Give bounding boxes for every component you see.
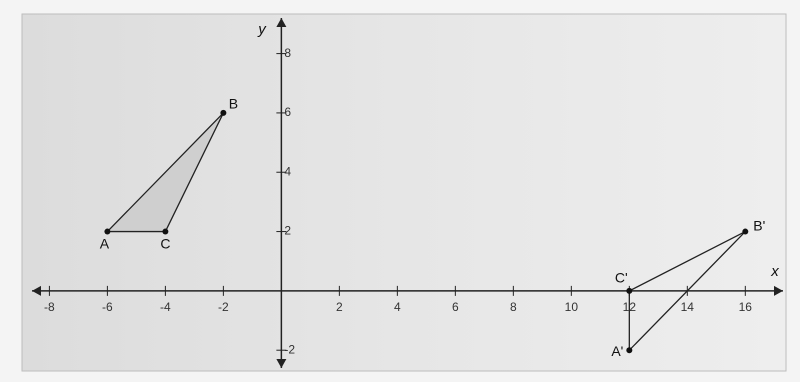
vertex [104, 228, 111, 235]
vertex [626, 287, 633, 294]
vertex-label: C' [615, 270, 628, 286]
vertex-label: C [160, 235, 170, 251]
vertex-label: A' [611, 343, 623, 359]
x-tick-label: 6 [452, 300, 459, 314]
x-tick-label: 16 [739, 300, 753, 314]
y-tick-label: 4 [284, 164, 291, 178]
vertex-label: B [229, 96, 238, 112]
x-axis-label: x [770, 263, 779, 280]
triangle [628, 230, 746, 352]
triangle [105, 112, 224, 233]
vertex [220, 109, 227, 116]
x-tick-label: 10 [565, 300, 579, 314]
vertex [742, 228, 749, 235]
vertex-label: A [100, 235, 110, 251]
y-axis-label: y [257, 21, 267, 38]
y-tick-label: 2 [284, 224, 291, 238]
x-tick-label: -4 [160, 300, 171, 314]
x-tick-label: 2 [336, 300, 343, 314]
vertex [162, 228, 169, 235]
x-tick-label: 14 [681, 300, 695, 314]
y-tick-label: 8 [284, 46, 291, 60]
plot-panel [21, 13, 787, 372]
y-tick-label: -2 [284, 342, 295, 356]
vertex-label: B' [753, 217, 765, 233]
x-tick-label: 4 [394, 300, 401, 314]
x-tick-label: -2 [218, 300, 229, 314]
x-tick-label: -6 [102, 300, 113, 314]
x-tick-label: -8 [44, 300, 55, 314]
vertex [626, 347, 633, 354]
x-tick-label: 8 [510, 300, 517, 314]
y-tick-label: 6 [284, 105, 291, 119]
